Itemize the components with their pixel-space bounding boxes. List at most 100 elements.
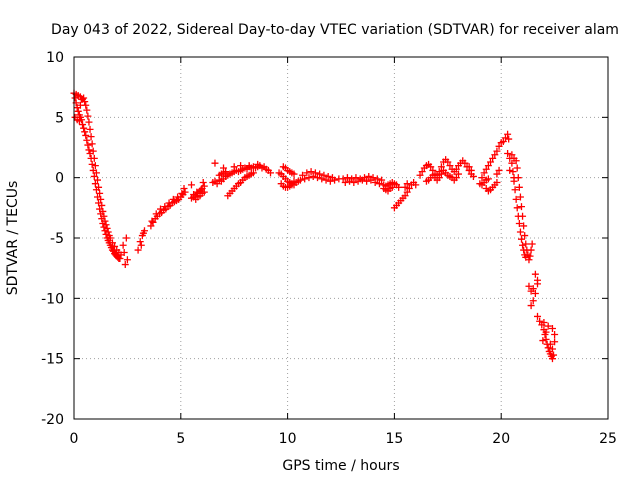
- data-point: [454, 170, 462, 178]
- data-point: [401, 192, 409, 200]
- data-point: [343, 174, 351, 182]
- data-point: [484, 162, 492, 170]
- data-point: [487, 158, 495, 166]
- data-point: [290, 170, 298, 178]
- data-point: [546, 340, 554, 348]
- data-point: [108, 239, 116, 247]
- data-point: [121, 261, 129, 269]
- data-point: [551, 338, 559, 346]
- data-point: [84, 141, 92, 149]
- data-point: [542, 335, 550, 343]
- data-point: [517, 203, 525, 211]
- plot-frame: [73, 56, 609, 420]
- data-point: [416, 171, 424, 179]
- data-point: [85, 146, 93, 154]
- data-point: [200, 188, 208, 196]
- data-point: [512, 195, 520, 203]
- data-point: [484, 175, 492, 183]
- data-point: [499, 137, 507, 145]
- data-point: [74, 107, 82, 115]
- data-point: [267, 169, 275, 177]
- data-point: [86, 125, 94, 133]
- data-point: [375, 180, 383, 188]
- x-tick-label: 0: [70, 431, 79, 447]
- data-point: [469, 172, 477, 180]
- data-point: [508, 151, 516, 159]
- data-point: [550, 351, 558, 359]
- data-point: [101, 217, 109, 225]
- data-point: [539, 337, 547, 345]
- data-point: [174, 193, 182, 201]
- chart-title: Day 043 of 2022, Sidereal Day-to-day VTE…: [51, 22, 619, 38]
- data-point: [123, 256, 131, 264]
- y-tick-label: -5: [50, 231, 64, 247]
- data-point: [309, 172, 317, 180]
- data-point: [314, 174, 322, 182]
- data-point: [91, 162, 99, 170]
- data-point: [495, 166, 503, 174]
- data-point: [527, 302, 535, 310]
- data-point: [520, 222, 528, 230]
- data-point: [544, 322, 552, 330]
- data-point: [82, 131, 90, 139]
- data-point: [519, 241, 527, 249]
- data-point: [529, 297, 537, 305]
- data-point: [139, 229, 147, 237]
- data-point: [98, 201, 106, 209]
- data-point: [200, 182, 208, 190]
- data-point: [493, 170, 501, 178]
- data-point: [324, 172, 332, 180]
- data-point: [437, 170, 445, 178]
- data-point: [79, 121, 87, 129]
- data-point: [525, 256, 533, 264]
- data-point: [548, 325, 556, 332]
- data-point: [211, 159, 219, 167]
- data-point: [249, 169, 257, 177]
- data-point: [504, 130, 512, 138]
- y-tick-label: -10: [41, 291, 64, 307]
- data-point: [152, 210, 160, 218]
- data-point: [90, 172, 98, 180]
- data-point: [111, 242, 119, 250]
- data-point: [465, 163, 473, 171]
- data-point: [536, 317, 544, 325]
- data-point: [341, 178, 349, 186]
- data-point: [354, 177, 362, 185]
- data-point: [83, 136, 91, 144]
- data-point: [296, 176, 304, 184]
- data-point: [81, 128, 89, 136]
- data-point: [508, 159, 516, 167]
- data-point: [367, 176, 375, 184]
- data-point: [510, 174, 518, 182]
- data-point: [180, 185, 188, 193]
- data-point: [230, 163, 238, 171]
- data-point: [531, 270, 539, 278]
- data-point: [350, 178, 358, 186]
- data-point: [147, 222, 155, 230]
- data-point: [90, 154, 98, 162]
- data-point: [104, 228, 112, 236]
- data-point: [85, 118, 93, 126]
- data-point: [517, 235, 525, 243]
- data-point: [528, 240, 536, 248]
- data-point: [548, 345, 556, 353]
- data-point: [181, 188, 189, 196]
- data-point: [157, 205, 165, 213]
- data-point: [199, 178, 207, 186]
- data-point: [169, 195, 177, 203]
- data-point: [446, 162, 454, 170]
- data-point: [526, 252, 534, 260]
- data-point: [187, 181, 195, 189]
- data-point: [76, 101, 84, 109]
- data-point: [254, 160, 262, 168]
- data-point: [346, 177, 354, 185]
- data-point: [100, 212, 108, 220]
- data-point: [213, 180, 221, 188]
- data-point: [88, 140, 96, 148]
- data-point: [305, 174, 313, 182]
- data-point: [318, 175, 326, 183]
- data-point: [316, 170, 324, 178]
- data-point: [136, 238, 144, 246]
- data-point: [97, 195, 105, 203]
- data-point: [522, 240, 530, 248]
